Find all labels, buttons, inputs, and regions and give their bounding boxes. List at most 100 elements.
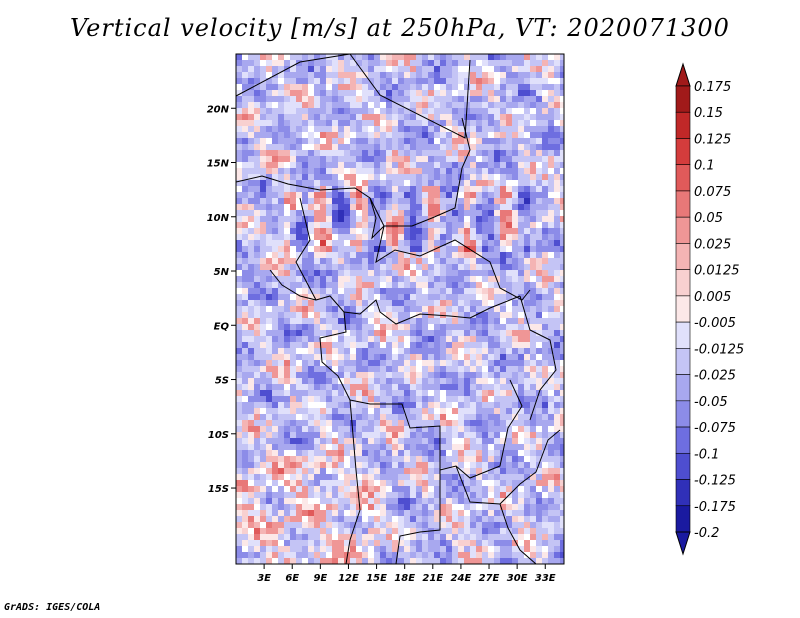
field-cell	[320, 234, 326, 240]
field-cell	[476, 180, 482, 186]
field-cell	[398, 60, 404, 66]
field-cell	[326, 276, 332, 282]
field-cell	[380, 444, 386, 450]
field-cell	[320, 396, 326, 402]
field-cell	[296, 90, 302, 96]
field-cell	[350, 360, 356, 366]
field-cell	[452, 84, 458, 90]
field-cell	[314, 420, 320, 426]
field-cell	[332, 450, 338, 456]
field-cell	[458, 354, 464, 360]
field-cell	[398, 204, 404, 210]
field-cell	[308, 78, 314, 84]
field-cell	[494, 528, 500, 534]
field-cell	[362, 288, 368, 294]
field-cell	[266, 384, 272, 390]
field-cell	[452, 276, 458, 282]
field-cell	[314, 378, 320, 384]
field-cell	[488, 480, 494, 486]
field-cell	[278, 180, 284, 186]
field-cell	[470, 456, 476, 462]
field-cell	[524, 180, 530, 186]
field-cell	[338, 408, 344, 414]
field-cell	[434, 186, 440, 192]
field-cell	[476, 300, 482, 306]
field-cell	[494, 474, 500, 480]
field-cell	[404, 72, 410, 78]
field-cell	[434, 234, 440, 240]
field-cell	[368, 540, 374, 546]
field-cell	[458, 414, 464, 420]
field-cell	[518, 510, 524, 516]
field-cell	[410, 288, 416, 294]
field-cell	[350, 378, 356, 384]
field-cell	[446, 186, 452, 192]
field-cell	[464, 426, 470, 432]
field-cell	[410, 222, 416, 228]
field-cell	[236, 432, 242, 438]
field-cell	[494, 288, 500, 294]
field-cell	[422, 120, 428, 126]
field-cell	[254, 228, 260, 234]
field-cell	[398, 72, 404, 78]
field-cell	[236, 120, 242, 126]
field-cell	[338, 180, 344, 186]
field-cell	[248, 450, 254, 456]
field-cell	[464, 540, 470, 546]
field-cell	[314, 246, 320, 252]
field-cell	[428, 168, 434, 174]
field-cell	[236, 294, 242, 300]
field-cell	[332, 252, 338, 258]
lon-tick-label: 33E	[535, 573, 556, 584]
field-cell	[470, 210, 476, 216]
field-cell	[560, 240, 564, 246]
field-cell	[452, 156, 458, 162]
field-cell	[542, 540, 548, 546]
field-cell	[266, 288, 272, 294]
field-cell	[368, 246, 374, 252]
field-cell	[284, 270, 290, 276]
field-cell	[512, 372, 518, 378]
field-cell	[410, 378, 416, 384]
field-cell	[302, 408, 308, 414]
field-cell	[296, 192, 302, 198]
field-cell	[344, 426, 350, 432]
field-cell	[254, 492, 260, 498]
field-cell	[440, 300, 446, 306]
field-cell	[278, 552, 284, 558]
field-cell	[464, 306, 470, 312]
field-cell	[524, 120, 530, 126]
field-cell	[302, 312, 308, 318]
field-cell	[272, 126, 278, 132]
field-cell	[266, 144, 272, 150]
field-cell	[554, 72, 560, 78]
field-cell	[338, 222, 344, 228]
field-cell	[440, 150, 446, 156]
field-cell	[398, 510, 404, 516]
field-cell	[266, 228, 272, 234]
field-cell	[362, 96, 368, 102]
field-cell	[398, 138, 404, 144]
field-cell	[536, 168, 542, 174]
field-cell	[278, 558, 284, 564]
field-cell	[296, 546, 302, 552]
field-cell	[560, 360, 564, 366]
field-cell	[524, 300, 530, 306]
field-cell	[554, 144, 560, 150]
field-cell	[494, 204, 500, 210]
field-cell	[404, 390, 410, 396]
field-cell	[332, 138, 338, 144]
field-cell	[506, 294, 512, 300]
field-cell	[416, 348, 422, 354]
field-cell	[488, 504, 494, 510]
field-cell	[512, 366, 518, 372]
field-cell	[314, 498, 320, 504]
field-cell	[470, 90, 476, 96]
field-cell	[440, 528, 446, 534]
field-cell	[536, 348, 542, 354]
colorbar-label: -0.125	[694, 474, 736, 489]
field-cell	[374, 336, 380, 342]
field-cell	[266, 516, 272, 522]
lon-tick-label: 6E	[285, 573, 299, 584]
field-cell	[398, 282, 404, 288]
